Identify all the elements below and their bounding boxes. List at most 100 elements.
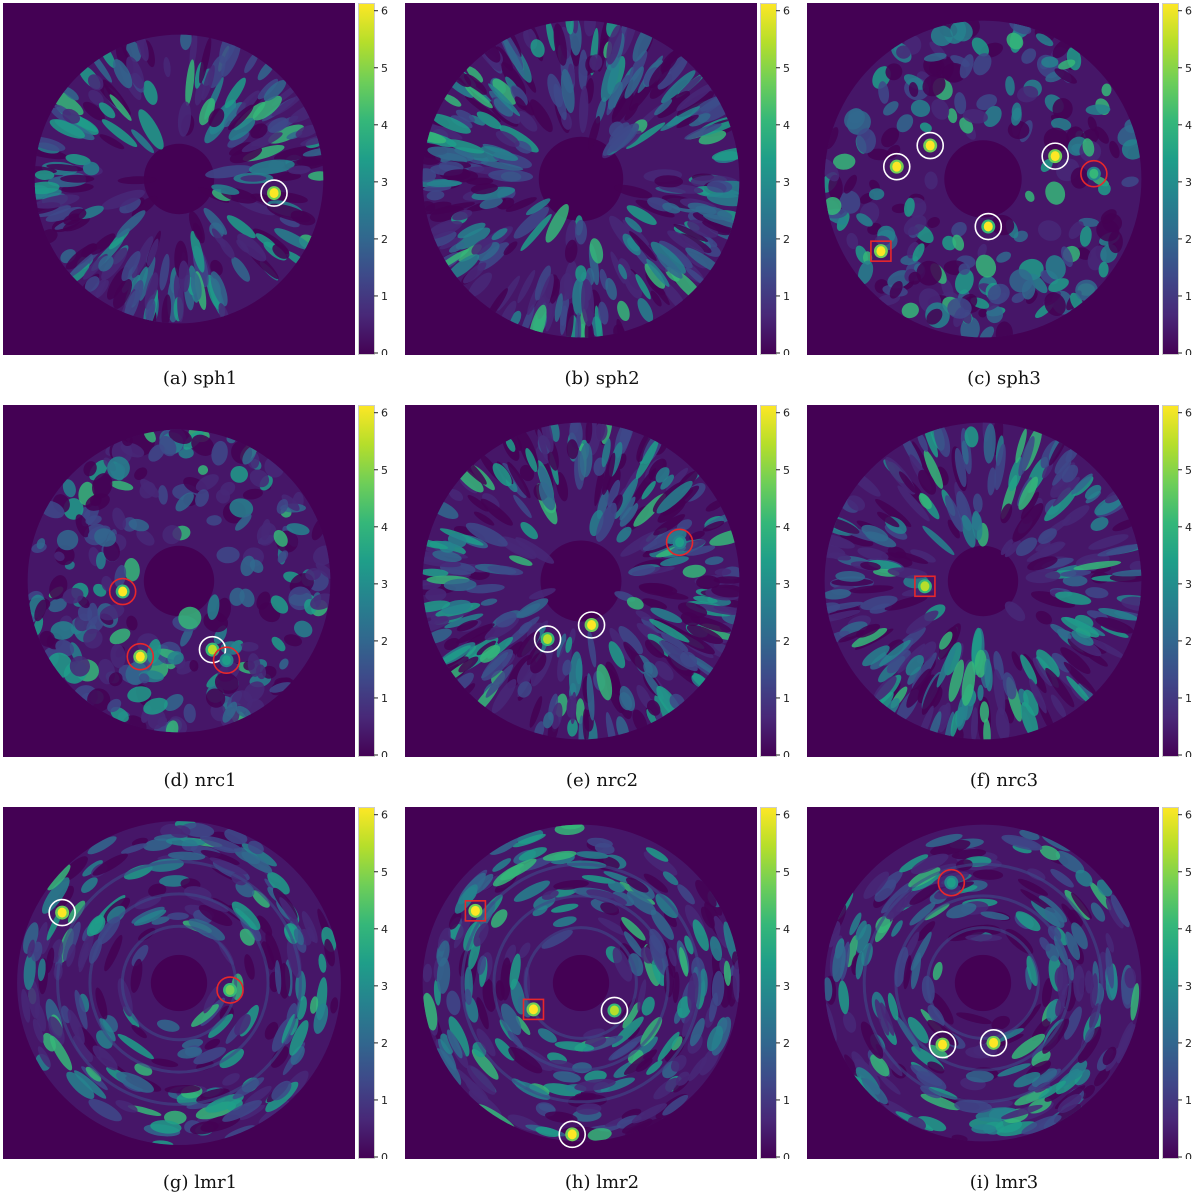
colorbar-tick-label: 5: [1185, 62, 1192, 75]
noise-blob: [556, 633, 567, 658]
noise-blob: [587, 630, 597, 668]
noise-blob: [1130, 982, 1140, 1021]
noise-blob: [626, 596, 644, 610]
noise-blob: [624, 102, 639, 121]
noise-blob: [622, 267, 643, 299]
noise-blob: [838, 630, 865, 643]
noise-blob: [824, 977, 833, 1002]
noise-blob: [578, 49, 588, 91]
noise-blob: [868, 188, 885, 201]
noise-blob: [891, 203, 908, 214]
noise-blob: [860, 1021, 884, 1059]
noise-blob: [1042, 1018, 1070, 1054]
colorbar-tick-label: 0: [1185, 1151, 1192, 1159]
noise-blob: [588, 115, 601, 150]
source-peak: [989, 1037, 999, 1048]
noise-blob: [1105, 947, 1114, 989]
noise-blob: [567, 718, 578, 737]
noise-blob: [954, 447, 967, 488]
noise-blob: [631, 1103, 668, 1124]
source-peak: [946, 877, 956, 888]
noise-blob: [88, 1098, 122, 1122]
noise-blob: [237, 233, 267, 262]
noise-blob: [1090, 517, 1109, 531]
noise-blob: [1082, 138, 1095, 157]
ring-artifact: [120, 924, 238, 1042]
noise-blob: [513, 880, 550, 902]
noise-blob: [120, 442, 145, 458]
noise-blob: [177, 287, 185, 323]
colorbar: 0 1 2 3 4 5 6: [1162, 3, 1200, 360]
noise-blob: [991, 1015, 1010, 1030]
noise-blob: [144, 272, 159, 310]
noise-blob: [39, 630, 55, 647]
false-positive-circle-marker: [937, 868, 966, 897]
noise-blob: [983, 423, 996, 464]
noise-blob: [950, 20, 973, 42]
noise-blob: [1121, 596, 1142, 612]
noise-blob: [659, 240, 693, 269]
noise-blob: [193, 1047, 227, 1065]
noise-blob: [600, 1077, 635, 1093]
noise-blob: [447, 1029, 463, 1059]
detection-circle-marker: [48, 898, 76, 927]
noise-blob: [34, 145, 68, 160]
noise-blob: [207, 594, 220, 621]
noise-blob: [628, 565, 656, 576]
noise-blob: [886, 650, 911, 674]
noise-blob: [662, 485, 700, 516]
noise-blob: [443, 169, 479, 183]
square-marker: [914, 575, 936, 598]
noise-blob: [675, 1071, 690, 1086]
noise-blob: [1020, 491, 1040, 520]
noise-blob: [257, 78, 279, 100]
noise-blob: [622, 219, 650, 246]
noise-blob: [827, 920, 841, 948]
noise-blob: [256, 664, 267, 680]
colorbar-tick-label: 4: [1185, 923, 1192, 936]
colorbar: 0 1 2 3 4 5 6: [760, 3, 802, 360]
colorbar-tick-label: 6: [783, 5, 790, 18]
noise-blob: [601, 438, 611, 468]
noise-blob: [975, 254, 997, 278]
noise-blob: [677, 884, 695, 905]
noise-blob: [48, 598, 67, 613]
noise-blob: [1066, 675, 1092, 705]
colorbar-tick-label: 1: [1185, 1094, 1192, 1107]
noise-blob: [1055, 591, 1092, 605]
noise-blob: [907, 1016, 929, 1044]
noise-blob: [108, 672, 123, 687]
noise-blob: [258, 1100, 290, 1124]
noise-blob: [68, 208, 87, 221]
noise-blob: [131, 236, 154, 279]
noise-blob: [241, 851, 273, 874]
noise-blob: [310, 593, 331, 610]
noise-blob: [545, 20, 556, 52]
noise-blob: [553, 83, 567, 121]
noise-blob: [34, 194, 80, 209]
noise-blob: [538, 482, 556, 511]
noise-blob: [514, 96, 527, 111]
noise-blob: [709, 528, 740, 546]
noise-blob: [286, 523, 310, 536]
noise-blob: [659, 640, 698, 672]
noise-blob: [60, 856, 88, 882]
noise-blob: [1098, 607, 1139, 621]
noise-blob: [1014, 1088, 1050, 1106]
false-positive-circle-marker: [212, 646, 241, 674]
panel-2: 0 1 2 3 4 5 6 (b) sph2: [402, 0, 802, 400]
noise-blob: [979, 701, 990, 723]
noise-blob: [642, 598, 668, 610]
noise-blob: [898, 471, 916, 493]
colorbar-tick-label: 1: [381, 290, 388, 303]
noise-blob: [551, 903, 579, 913]
noise-blob: [909, 883, 940, 905]
noise-blob: [648, 458, 667, 481]
noise-blob: [552, 916, 577, 928]
noise-blob: [1044, 906, 1065, 929]
noise-blob: [236, 90, 260, 116]
noise-blob: [660, 556, 689, 567]
noise-blob: [584, 320, 594, 338]
noise-blob: [586, 889, 627, 906]
source-peak: [1050, 151, 1060, 162]
